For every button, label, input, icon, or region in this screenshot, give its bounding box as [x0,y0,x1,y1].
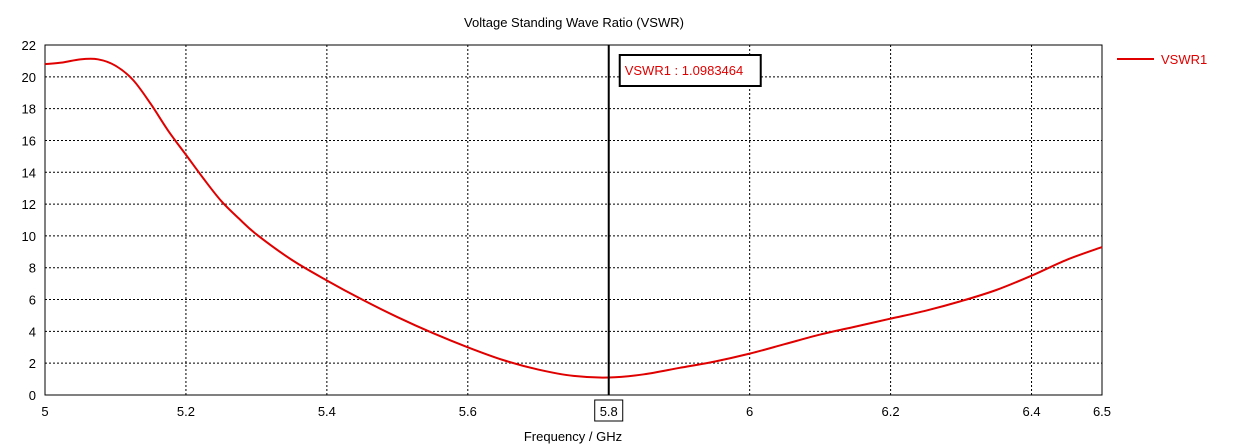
x-tick-label: 5.6 [459,404,477,419]
y-tick-label: 8 [29,261,36,276]
y-tick-label: 14 [22,165,36,180]
x-axis-ticks: 5 5.2 5.4 5.6 6 6.2 6.4 6.5 [41,404,1111,419]
y-tick-label: 22 [22,38,36,53]
y-tick-label: 16 [22,133,36,148]
chart-title: Voltage Standing Wave Ratio (VSWR) [464,15,684,30]
x-tick-label: 5.2 [177,404,195,419]
x-tick-label: 6.2 [882,404,900,419]
marker-readout-label: VSWR1 : 1.0983464 [625,63,744,78]
y-axis-ticks: 0 2 4 6 8 10 12 14 16 18 20 22 [22,38,36,403]
x-tick-label: 6 [746,404,753,419]
x-tick-label: 5 [41,404,48,419]
y-tick-label: 0 [29,388,36,403]
y-tick-label: 12 [22,197,36,212]
y-tick-label: 2 [29,356,36,371]
grid-lines [45,45,1102,395]
marker-x-label-box [594,399,624,422]
y-tick-label: 18 [22,102,36,117]
y-tick-label: 4 [29,324,36,339]
x-tick-label: 5.4 [318,404,336,419]
legend-entry-vswr1: VSWR1 [1161,52,1207,67]
y-tick-label: 10 [22,229,36,244]
x-tick-label: 6.4 [1022,404,1040,419]
y-tick-label: 20 [22,70,36,85]
x-tick-label: 6.5 [1093,404,1111,419]
y-tick-label: 6 [29,293,36,308]
series-line-vswr1 [44,57,1103,379]
marker-x-label: 5.8 [600,404,618,419]
x-axis-label: Frequency / GHz [524,429,622,444]
plot-area [44,44,1103,396]
marker-readout-box [618,54,762,87]
